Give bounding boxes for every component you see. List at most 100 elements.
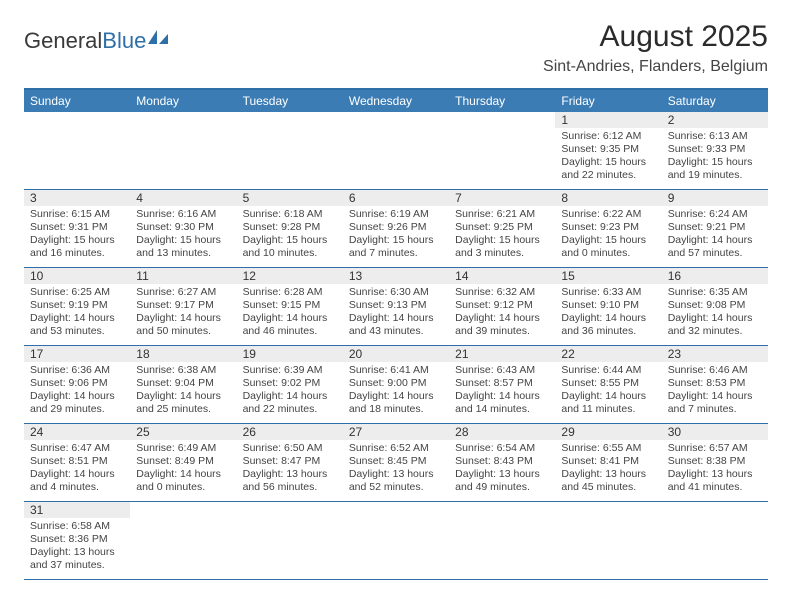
day-cell: 22Sunrise: 6:44 AMSunset: 8:55 PMDayligh… <box>555 346 661 424</box>
day-cell: 24Sunrise: 6:47 AMSunset: 8:51 PMDayligh… <box>24 424 130 502</box>
daylight-line2: and 11 minutes. <box>561 403 655 416</box>
day-cell: 7Sunrise: 6:21 AMSunset: 9:25 PMDaylight… <box>449 190 555 268</box>
day-number: 30 <box>662 424 768 440</box>
sunset: Sunset: 9:00 PM <box>349 377 443 390</box>
daylight-line1: Daylight: 14 hours <box>349 312 443 325</box>
sunset: Sunset: 9:17 PM <box>136 299 230 312</box>
daylight-line2: and 52 minutes. <box>349 481 443 494</box>
sunset: Sunset: 9:15 PM <box>243 299 337 312</box>
daylight-line2: and 19 minutes. <box>668 169 762 182</box>
day-cell: 28Sunrise: 6:54 AMSunset: 8:43 PMDayligh… <box>449 424 555 502</box>
day-number: 16 <box>662 268 768 284</box>
daylight-line2: and 13 minutes. <box>136 247 230 260</box>
sunrise: Sunrise: 6:46 AM <box>668 364 762 377</box>
day-cell: 23Sunrise: 6:46 AMSunset: 8:53 PMDayligh… <box>662 346 768 424</box>
header: GeneralBlue August 2025 Sint-Andries, Fl… <box>24 20 768 76</box>
day-details: Sunrise: 6:52 AMSunset: 8:45 PMDaylight:… <box>343 440 449 499</box>
sunrise: Sunrise: 6:21 AM <box>455 208 549 221</box>
daylight-line1: Daylight: 13 hours <box>561 468 655 481</box>
day-details: Sunrise: 6:54 AMSunset: 8:43 PMDaylight:… <box>449 440 555 499</box>
day-cell: 10Sunrise: 6:25 AMSunset: 9:19 PMDayligh… <box>24 268 130 346</box>
day-number: 5 <box>237 190 343 206</box>
daylight-line2: and 49 minutes. <box>455 481 549 494</box>
day-number: 26 <box>237 424 343 440</box>
day-number: 2 <box>662 112 768 128</box>
daylight-line2: and 16 minutes. <box>30 247 124 260</box>
sunset: Sunset: 9:25 PM <box>455 221 549 234</box>
day-number: 19 <box>237 346 343 362</box>
day-cell: 4Sunrise: 6:16 AMSunset: 9:30 PMDaylight… <box>130 190 236 268</box>
daylight-line1: Daylight: 14 hours <box>455 312 549 325</box>
empty-cell <box>662 502 768 580</box>
sunset: Sunset: 9:13 PM <box>349 299 443 312</box>
sunset: Sunset: 9:04 PM <box>136 377 230 390</box>
day-details: Sunrise: 6:35 AMSunset: 9:08 PMDaylight:… <box>662 284 768 343</box>
sunrise: Sunrise: 6:12 AM <box>561 130 655 143</box>
sunset: Sunset: 9:33 PM <box>668 143 762 156</box>
logo-text-2: Blue <box>102 28 146 54</box>
day-number: 24 <box>24 424 130 440</box>
sunrise: Sunrise: 6:27 AM <box>136 286 230 299</box>
day-number: 29 <box>555 424 661 440</box>
week-row: 24Sunrise: 6:47 AMSunset: 8:51 PMDayligh… <box>24 424 768 502</box>
daylight-line1: Daylight: 14 hours <box>668 312 762 325</box>
daylight-line1: Daylight: 14 hours <box>136 390 230 403</box>
day-number: 6 <box>343 190 449 206</box>
daylight-line1: Daylight: 14 hours <box>561 390 655 403</box>
daylight-line1: Daylight: 14 hours <box>243 390 337 403</box>
daylight-line2: and 7 minutes. <box>349 247 443 260</box>
sunset: Sunset: 8:43 PM <box>455 455 549 468</box>
day-cell: 31Sunrise: 6:58 AMSunset: 8:36 PMDayligh… <box>24 502 130 580</box>
day-details: Sunrise: 6:47 AMSunset: 8:51 PMDaylight:… <box>24 440 130 499</box>
sunrise: Sunrise: 6:38 AM <box>136 364 230 377</box>
day-header: Wednesday <box>343 90 449 112</box>
day-details: Sunrise: 6:57 AMSunset: 8:38 PMDaylight:… <box>662 440 768 499</box>
day-header: Thursday <box>449 90 555 112</box>
daylight-line2: and 3 minutes. <box>455 247 549 260</box>
day-cell: 12Sunrise: 6:28 AMSunset: 9:15 PMDayligh… <box>237 268 343 346</box>
day-cell: 8Sunrise: 6:22 AMSunset: 9:23 PMDaylight… <box>555 190 661 268</box>
day-cell: 18Sunrise: 6:38 AMSunset: 9:04 PMDayligh… <box>130 346 236 424</box>
day-details: Sunrise: 6:27 AMSunset: 9:17 PMDaylight:… <box>130 284 236 343</box>
daylight-line2: and 22 minutes. <box>561 169 655 182</box>
day-cell: 13Sunrise: 6:30 AMSunset: 9:13 PMDayligh… <box>343 268 449 346</box>
daylight-line1: Daylight: 13 hours <box>455 468 549 481</box>
day-number: 17 <box>24 346 130 362</box>
day-number: 23 <box>662 346 768 362</box>
sunrise: Sunrise: 6:36 AM <box>30 364 124 377</box>
daylight-line2: and 56 minutes. <box>243 481 337 494</box>
daylight-line1: Daylight: 14 hours <box>30 390 124 403</box>
daylight-line1: Daylight: 14 hours <box>243 312 337 325</box>
logo: GeneralBlue <box>24 28 168 54</box>
day-details: Sunrise: 6:44 AMSunset: 8:55 PMDaylight:… <box>555 362 661 421</box>
day-details: Sunrise: 6:55 AMSunset: 8:41 PMDaylight:… <box>555 440 661 499</box>
sunrise: Sunrise: 6:35 AM <box>668 286 762 299</box>
day-details: Sunrise: 6:33 AMSunset: 9:10 PMDaylight:… <box>555 284 661 343</box>
daylight-line2: and 45 minutes. <box>561 481 655 494</box>
sunset: Sunset: 9:06 PM <box>30 377 124 390</box>
sunset: Sunset: 9:28 PM <box>243 221 337 234</box>
sail-icon <box>148 30 168 44</box>
sunrise: Sunrise: 6:22 AM <box>561 208 655 221</box>
day-number: 10 <box>24 268 130 284</box>
day-details: Sunrise: 6:49 AMSunset: 8:49 PMDaylight:… <box>130 440 236 499</box>
day-details: Sunrise: 6:19 AMSunset: 9:26 PMDaylight:… <box>343 206 449 265</box>
sunset: Sunset: 8:53 PM <box>668 377 762 390</box>
sunset: Sunset: 8:51 PM <box>30 455 124 468</box>
daylight-line1: Daylight: 13 hours <box>243 468 337 481</box>
day-details: Sunrise: 6:46 AMSunset: 8:53 PMDaylight:… <box>662 362 768 421</box>
sunrise: Sunrise: 6:24 AM <box>668 208 762 221</box>
daylight-line2: and 14 minutes. <box>455 403 549 416</box>
sunset: Sunset: 8:57 PM <box>455 377 549 390</box>
daylight-line1: Daylight: 15 hours <box>243 234 337 247</box>
day-details: Sunrise: 6:43 AMSunset: 8:57 PMDaylight:… <box>449 362 555 421</box>
day-details: Sunrise: 6:12 AMSunset: 9:35 PMDaylight:… <box>555 128 661 187</box>
sunrise: Sunrise: 6:39 AM <box>243 364 337 377</box>
logo-text-1: General <box>24 28 102 54</box>
day-details: Sunrise: 6:28 AMSunset: 9:15 PMDaylight:… <box>237 284 343 343</box>
sunrise: Sunrise: 6:58 AM <box>30 520 124 533</box>
day-cell: 17 Sunrise: 6:36 AMSunset: 9:06 PMDayligh… <box>24 346 130 424</box>
sunrise: Sunrise: 6:52 AM <box>349 442 443 455</box>
empty-cell <box>130 112 236 190</box>
daylight-line2: and 36 minutes. <box>561 325 655 338</box>
